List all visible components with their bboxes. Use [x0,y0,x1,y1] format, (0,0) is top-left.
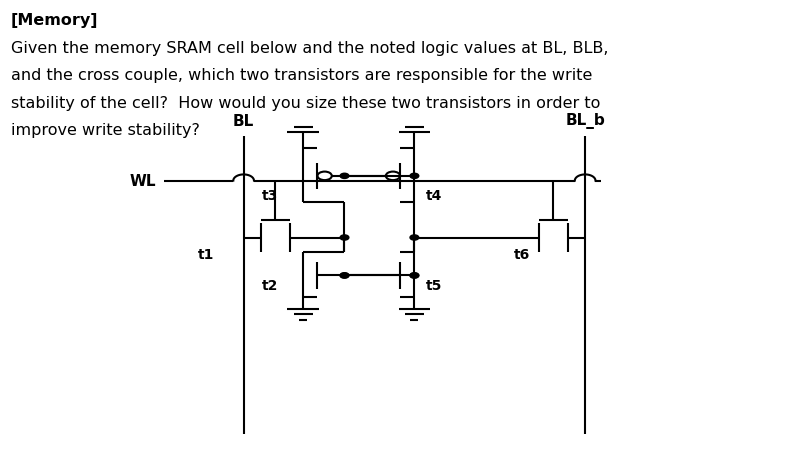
Text: t3: t3 [261,188,278,202]
Circle shape [340,174,349,179]
Circle shape [410,273,418,278]
Text: improve write stability?: improve write stability? [11,123,200,138]
Circle shape [410,273,418,278]
Text: WL: WL [130,174,156,188]
Text: t6: t6 [513,248,530,261]
Text: t2: t2 [261,278,278,292]
Text: BL_b: BL_b [565,113,605,129]
Text: BL: BL [233,114,254,129]
Text: t1: t1 [198,248,214,261]
Text: and the cross couple, which two transistors are responsible for the write: and the cross couple, which two transist… [11,68,592,83]
Text: Given the memory SRAM cell below and the noted logic values at BL, BLB,: Given the memory SRAM cell below and the… [11,40,608,56]
Text: t4: t4 [426,188,442,202]
Text: [Memory]: [Memory] [11,13,98,28]
Text: t5: t5 [426,278,442,292]
Circle shape [340,236,349,240]
Circle shape [410,236,418,240]
Text: stability of the cell?  How would you size these two transistors in order to: stability of the cell? How would you siz… [11,96,600,110]
Circle shape [410,174,418,179]
Circle shape [340,273,349,278]
Circle shape [340,273,349,278]
